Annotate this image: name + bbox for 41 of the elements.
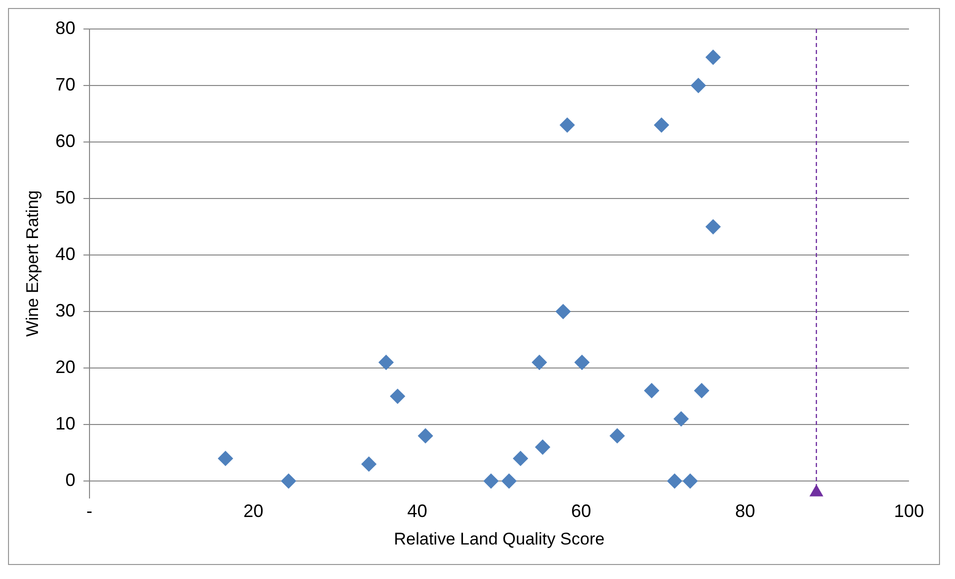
y-tick-label: 60 (55, 130, 76, 151)
x-tick-label: 60 (571, 500, 592, 521)
point (706, 50, 721, 65)
x-tick-label: 100 (894, 500, 924, 521)
point (390, 388, 406, 404)
point (281, 474, 296, 489)
point (532, 354, 547, 370)
point (556, 304, 571, 320)
point (218, 450, 233, 466)
y-tick-label: 30 (55, 300, 76, 320)
x-tick-label: 40 (407, 500, 428, 521)
point (560, 118, 575, 133)
y-tick-label: 70 (55, 74, 76, 94)
x-tick-label: 80 (735, 500, 756, 521)
point (502, 474, 517, 489)
y-tick-label: 40 (55, 244, 76, 264)
y-tick-label: 0 (65, 470, 76, 490)
y-tick-label: 80 (55, 18, 76, 38)
point (674, 411, 689, 426)
point (644, 383, 660, 398)
y-tick-label: 20 (55, 357, 76, 378)
point (535, 440, 550, 455)
y-axis-title: Wine Expert Rating (22, 190, 42, 337)
point (574, 354, 590, 370)
point (513, 450, 528, 466)
y-tick-label: 10 (55, 414, 76, 434)
point (418, 428, 433, 444)
point (610, 428, 625, 444)
point (706, 219, 721, 234)
y-tick-label: 50 (55, 187, 76, 208)
point (694, 383, 710, 398)
x-tick-label: 20 (243, 500, 264, 521)
x-axis-title: Relative Land Quality Score (394, 529, 605, 548)
point (682, 474, 698, 489)
point (690, 78, 706, 94)
point (378, 354, 394, 370)
point (667, 474, 682, 489)
point (654, 118, 669, 133)
x-tick-label: - (86, 500, 92, 521)
point (484, 474, 499, 489)
point (361, 456, 376, 472)
